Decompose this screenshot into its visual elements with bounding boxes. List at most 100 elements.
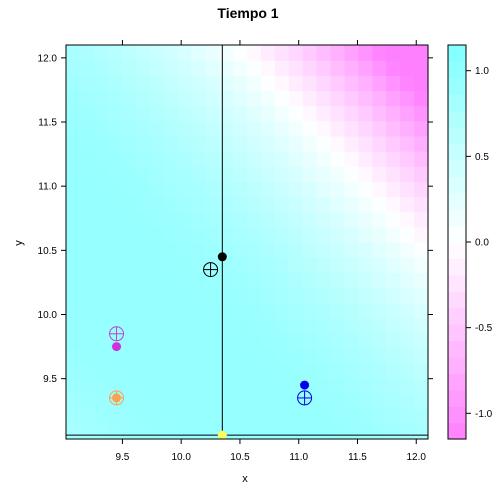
panel-frame [65,44,429,440]
heat-cell [288,166,304,182]
filled-point [300,380,310,390]
heat-cell [93,120,109,137]
heat-cell [107,75,123,92]
heat-cell [358,393,373,410]
heat-cell [302,105,318,122]
heat-cell [66,302,81,319]
heat-cell [386,60,401,76]
heat-cell [288,135,304,152]
heat-cell [372,408,387,425]
color-key-swatch [448,356,466,374]
heat-cell [66,272,81,289]
heat-cell [400,151,415,167]
heat-cell [386,408,401,425]
heat-cell [414,135,429,152]
heat-cell [316,226,332,243]
heat-cell [177,60,192,76]
heat-cell [149,75,165,92]
target-point-marker [297,390,313,406]
heat-cell [400,211,415,228]
heat-cell [121,226,137,243]
target-point-marker [109,326,125,342]
heat-cell [247,120,262,137]
heat-cell [247,348,262,364]
heat-cell [247,75,262,92]
filled-point [217,430,227,440]
heat-cell [358,257,373,273]
heat-cell [400,348,415,364]
heat-cell [121,272,137,289]
heat-cell [163,272,178,289]
heat-cell [414,151,429,167]
heat-cell [177,393,192,410]
heat-cell [121,75,137,92]
heat-cell [233,378,248,395]
heat-cell [288,120,304,137]
heat-cell [205,317,220,334]
color-key-swatch [448,143,466,161]
heat-cell [302,166,318,182]
heat-cell [93,348,109,364]
filled-point [112,342,122,352]
heat-cell [288,348,304,364]
color-key-swatch [448,389,466,407]
heat-cell [302,45,318,61]
heat-cell [233,211,248,228]
heat-cell [107,166,123,182]
heat-cell [386,378,401,395]
heat-cell [205,105,220,122]
heat-cell [400,257,415,273]
heat-cell [372,423,387,440]
heat-cell [121,105,137,122]
heat-cell [288,60,304,76]
heat-cell [79,196,95,213]
heat-cell [93,60,109,76]
heat-cell [372,120,387,137]
heat-cell [177,363,192,379]
heat-cell [274,166,290,182]
heat-cell [372,105,387,122]
heat-cell [330,348,346,364]
color-key-swatch [448,340,466,358]
heat-cell [288,75,304,92]
heat-cell [344,166,359,182]
heat-cell [302,332,318,349]
heat-cell [400,378,415,395]
heat-cell [274,348,290,364]
heat-cell [93,75,109,92]
heat-cell [302,363,318,379]
heat-cell [358,90,373,107]
heat-cell [233,105,248,122]
y-tick-label: 11.5 [38,118,57,129]
heat-cell [344,105,359,122]
heat-cell [316,257,332,273]
heat-cell [386,105,401,122]
heat-cell [330,393,346,410]
heat-cell [121,332,137,349]
heat-cell [414,272,429,289]
heat-cell [93,408,109,425]
heat-cell [163,60,178,76]
color-key-swatch [448,61,466,79]
heat-cell [330,408,346,425]
heat-cell [107,105,123,122]
color-key: 1.0 0.5 0.0 -0.5 -1.0 [447,44,493,440]
heat-cell [177,105,192,122]
heat-cell [344,60,359,76]
heat-cell [414,317,429,334]
axes: 9.5 10.0 10.5 11.0 11.5 12.0 9.5 10.0 10.5 11.0 11… [38,40,433,463]
heat-cell [316,272,332,289]
heat-cell [191,423,206,440]
heat-cell [344,135,359,152]
heat-cell [93,196,109,213]
heat-cell [414,363,429,379]
heat-cell [163,378,178,395]
heat-cell [344,196,359,213]
heat-cell [274,302,290,319]
heat-cell [386,257,401,273]
heat-cell [163,120,178,137]
heat-cell [205,90,220,107]
x-tick-label: 11.5 [348,452,367,463]
heat-cell [177,332,192,349]
heat-cell [400,166,415,182]
